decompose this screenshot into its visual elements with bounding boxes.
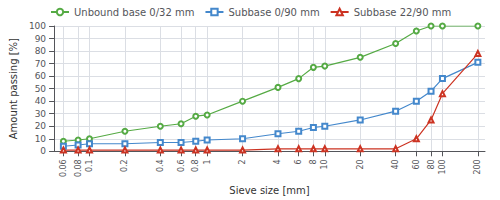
svg-text:80: 80 <box>427 159 436 169</box>
svg-text:0.1: 0.1 <box>85 159 94 172</box>
svg-text:0.08: 0.08 <box>74 159 83 177</box>
svg-text:0.06: 0.06 <box>59 159 68 177</box>
svg-text:Amount passing [%]: Amount passing [%] <box>8 38 19 139</box>
svg-text:200: 200 <box>473 159 482 174</box>
svg-text:0.8: 0.8 <box>191 159 200 172</box>
svg-text:1: 1 <box>203 159 212 164</box>
svg-text:70: 70 <box>35 59 47 69</box>
svg-text:Subbase 0/90 mm: Subbase 0/90 mm <box>228 7 319 18</box>
svg-text:100: 100 <box>438 159 447 174</box>
svg-text:90: 90 <box>35 34 47 44</box>
svg-text:4: 4 <box>273 159 282 164</box>
svg-text:0.2: 0.2 <box>120 159 129 172</box>
svg-text:0.4: 0.4 <box>156 159 165 172</box>
svg-text:60: 60 <box>412 159 421 169</box>
svg-text:10: 10 <box>320 159 329 169</box>
svg-text:60: 60 <box>35 71 47 81</box>
svg-text:2: 2 <box>238 159 247 164</box>
svg-text:10: 10 <box>35 134 47 144</box>
svg-text:80: 80 <box>35 46 47 56</box>
svg-text:30: 30 <box>35 109 47 119</box>
svg-text:8: 8 <box>309 159 318 164</box>
svg-text:Unbound base 0/32 mm: Unbound base 0/32 mm <box>74 7 194 18</box>
svg-text:0.6: 0.6 <box>177 159 186 172</box>
svg-text:Sieve size [mm]: Sieve size [mm] <box>229 185 309 196</box>
svg-text:40: 40 <box>391 159 400 169</box>
svg-text:20: 20 <box>35 121 47 131</box>
svg-text:0: 0 <box>40 146 46 156</box>
svg-text:40: 40 <box>35 96 47 106</box>
svg-text:100: 100 <box>29 21 46 31</box>
svg-text:Subbase 22/90 mm: Subbase 22/90 mm <box>354 7 452 18</box>
svg-text:20: 20 <box>356 159 365 169</box>
svg-text:6: 6 <box>294 159 303 164</box>
svg-text:50: 50 <box>35 84 47 94</box>
